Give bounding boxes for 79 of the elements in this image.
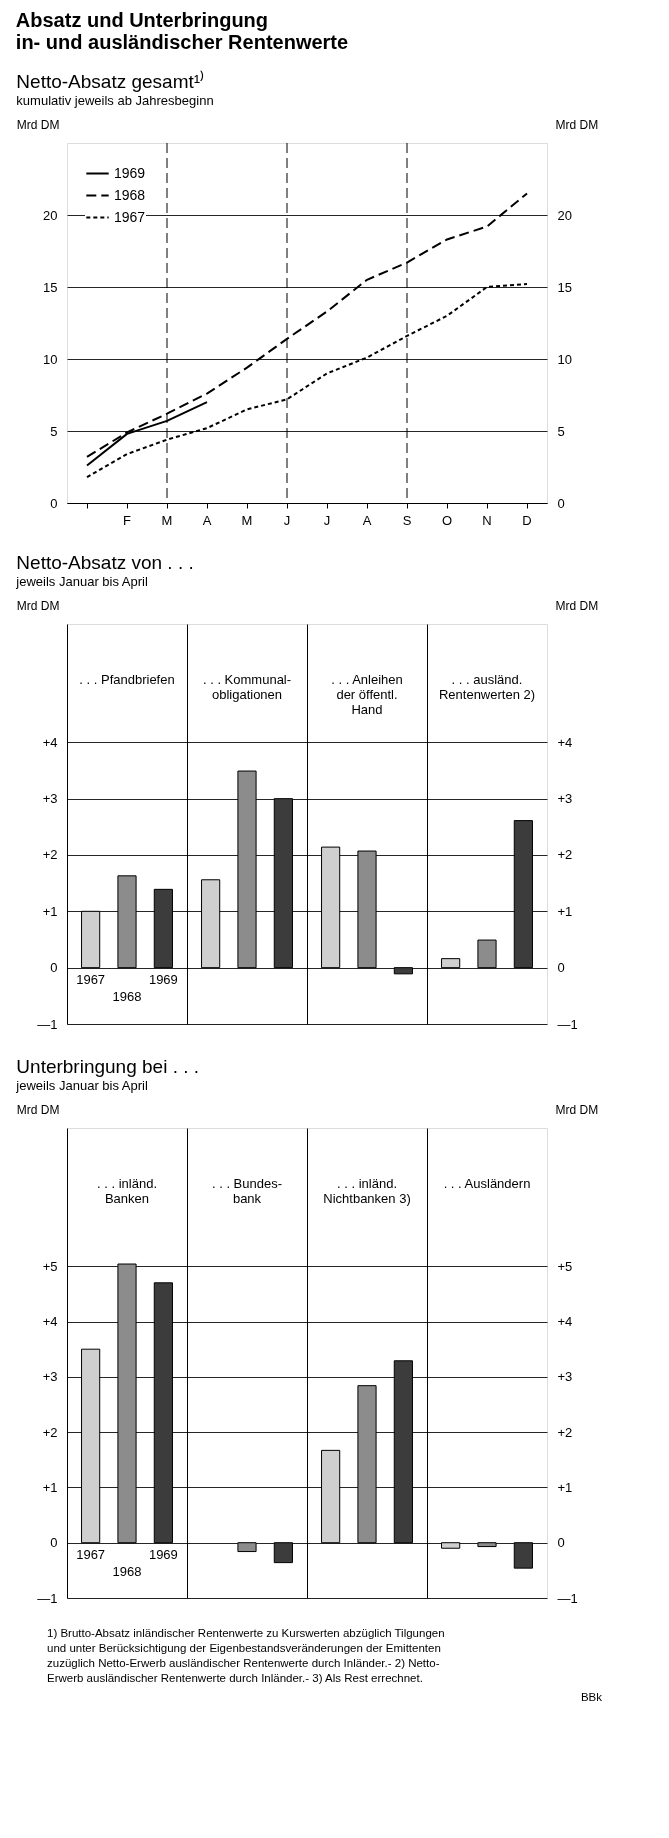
y-tick-label: +2 bbox=[42, 847, 58, 863]
x-tick-label: N bbox=[482, 512, 492, 528]
y-tick-label: +2 bbox=[42, 1424, 58, 1440]
y2-tick-label: +2 bbox=[557, 847, 573, 863]
y2-tick-label: +4 bbox=[557, 734, 573, 750]
x-tick-label: . . . Anleihen der öffentl. Hand bbox=[331, 672, 403, 717]
chart-subtitle: kumulativ jeweils ab Jahresbeginn bbox=[16, 93, 214, 108]
x-tick-label: O bbox=[441, 512, 453, 528]
x-tick-label: . . . Bundes- bank bbox=[211, 1176, 283, 1206]
y2-tick-label: +3 bbox=[557, 791, 573, 807]
x-tick-label: M bbox=[161, 512, 173, 528]
y2-tick-label: 10 bbox=[557, 351, 572, 367]
y2-axis-title: Mrd DM bbox=[555, 117, 599, 132]
y-tick-label: +4 bbox=[42, 734, 58, 750]
y2-tick-label: 15 bbox=[557, 279, 572, 295]
series-label: 1968 bbox=[112, 988, 142, 1004]
y-tick-label: 10 bbox=[43, 351, 58, 367]
y-tick-label: +1 bbox=[42, 903, 58, 919]
legend-label: 1969 bbox=[114, 164, 146, 181]
y2-tick-label: +1 bbox=[557, 903, 573, 919]
text: Absatz und Unterbringung in- und ausländischer Rentenwerte bbox=[15, 8, 349, 53]
y-tick-label: 15 bbox=[43, 279, 58, 295]
x-tick-label: S bbox=[402, 512, 412, 528]
x-tick-label: . . . inländ. Nichtbanken 3) bbox=[323, 1176, 411, 1206]
series-label: 1968 bbox=[112, 1563, 142, 1579]
y2-tick-label: +3 bbox=[557, 1369, 573, 1385]
x-tick-label: J bbox=[323, 512, 331, 528]
y-axis-title: Mrd DM bbox=[16, 117, 60, 132]
y-tick-label: 0 bbox=[50, 960, 58, 976]
y-tick-label: +5 bbox=[42, 1258, 58, 1274]
x-tick-label: . . . Ausländern bbox=[443, 1176, 531, 1191]
y-tick-label: —1 bbox=[37, 1016, 58, 1032]
y-axis-title: Mrd DM bbox=[16, 598, 60, 613]
y2-tick-label: 0 bbox=[557, 960, 565, 976]
series-label: 1969 bbox=[148, 971, 178, 987]
series-label: 1969 bbox=[148, 1546, 178, 1562]
y2-tick-label: +4 bbox=[557, 1314, 573, 1330]
chart-title: Unterbringung bei . . . bbox=[16, 1056, 200, 1077]
series-label: 1967 bbox=[76, 971, 106, 987]
chart-subtitle: jeweils Januar bis April bbox=[15, 1078, 148, 1093]
y-tick-label: —1 bbox=[37, 1590, 58, 1606]
y2-tick-label: 5 bbox=[557, 423, 565, 439]
y2-tick-label: —1 bbox=[557, 1590, 578, 1606]
y-tick-label: +3 bbox=[42, 791, 58, 807]
y-tick-label: 0 bbox=[50, 1535, 58, 1551]
text: BBk bbox=[580, 1691, 603, 1703]
y-axis-title: Mrd DM bbox=[16, 1102, 60, 1117]
series-label: 1967 bbox=[76, 1546, 106, 1562]
x-tick-label: . . . Kommunal- obligationen bbox=[202, 672, 292, 702]
x-tick-label: F bbox=[123, 512, 132, 528]
chart-title: Netto-Absatz von . . . bbox=[16, 552, 194, 573]
y-tick-label: 0 bbox=[50, 495, 58, 511]
y2-tick-label: 0 bbox=[557, 1535, 565, 1551]
legend-label: 1968 bbox=[114, 186, 146, 203]
y2-tick-label: +5 bbox=[557, 1258, 573, 1274]
x-tick-label: A bbox=[202, 512, 212, 528]
x-tick-label: A bbox=[362, 512, 372, 528]
y2-tick-label: +2 bbox=[557, 1424, 573, 1440]
y2-tick-label: 20 bbox=[557, 207, 572, 223]
y-tick-label: 20 bbox=[43, 207, 58, 223]
x-tick-label: J bbox=[283, 512, 291, 528]
x-tick-label: . . . Pfandbriefen bbox=[79, 672, 175, 687]
text: 1) Brutto-Absatz inländischer Rentenwerte zu Kurswerten abzüglich Tilgungen und unter Berücksichtigung der Eigenbestandsveränderungen der Emittenten zuzüglich Netto-Erwerb ausländischer Rentenwerte durch Inländer.- 2) Netto-Erwerb ausländischer Rentenwerte durch Inländer.- 3) Als Rest errechnet. bbox=[47, 1627, 445, 1684]
x-tick-label: D bbox=[522, 512, 532, 528]
y-tick-label: +3 bbox=[42, 1369, 58, 1385]
y2-axis-title: Mrd DM bbox=[555, 598, 599, 613]
x-tick-label: . . . ausländ. Rentenwerten 2) bbox=[438, 672, 536, 702]
y2-tick-label: 0 bbox=[557, 495, 565, 511]
x-tick-label: M bbox=[241, 512, 253, 528]
chart-subtitle: jeweils Januar bis April bbox=[15, 574, 148, 589]
x-tick-label: . . . inländ. Banken bbox=[97, 1176, 157, 1206]
y-tick-label: 5 bbox=[50, 423, 58, 439]
chart-title: Netto-Absatz gesamt¹⁾ bbox=[16, 70, 205, 92]
y-tick-label: +1 bbox=[42, 1479, 58, 1495]
y-tick-label: +4 bbox=[42, 1314, 58, 1330]
y2-axis-title: Mrd DM bbox=[555, 1102, 599, 1117]
legend-label: 1967 bbox=[114, 208, 146, 225]
y2-tick-label: —1 bbox=[557, 1016, 578, 1032]
y2-tick-label: +1 bbox=[557, 1479, 573, 1495]
